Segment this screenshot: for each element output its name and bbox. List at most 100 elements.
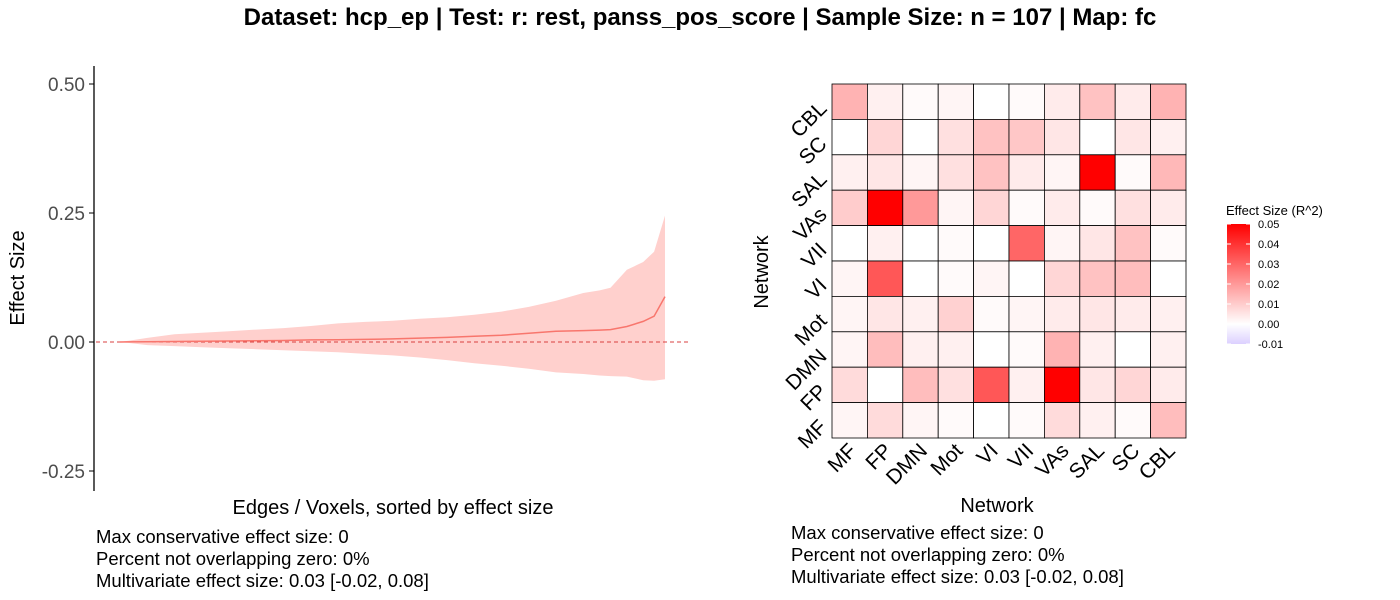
legend-tick-label: 0.05 [1258, 219, 1279, 231]
heatmap-cell [1008, 83, 1045, 120]
heatmap-cell [1150, 189, 1187, 226]
heatmap-cell [831, 402, 868, 439]
effect-size-plot: 0.50 0.25 0.00 -0.25 Edges / Voxels, sorted… [7, 66, 690, 519]
heatmap-cell [867, 189, 904, 226]
heatmap-cell [937, 83, 975, 120]
heatmap-cell [831, 119, 868, 156]
legend-tick-label: 0.03 [1258, 259, 1279, 271]
heatmap-cell [1079, 260, 1116, 297]
heatmap-cell [1044, 83, 1081, 120]
heatmap-cell [1079, 295, 1116, 333]
heatmap-cell [937, 295, 975, 333]
heatmap-cell [867, 154, 904, 191]
left-note-percent-overlap: Percent not overlapping zero: 0% [96, 548, 370, 569]
heatmap-cell [1044, 402, 1081, 439]
legend-tick-label: 0.00 [1258, 319, 1279, 331]
heatmap-cell [867, 119, 904, 156]
heatmap-cell [831, 189, 868, 226]
heatmap-col-label: SAL [1065, 439, 1109, 483]
legend-tick-label: 0.01 [1258, 299, 1279, 311]
heatmap-cell [937, 119, 975, 156]
heatmap-col-label: CBL [1135, 439, 1180, 484]
y-tick-label: 0.00 [48, 333, 85, 354]
heatmap-cell [1044, 295, 1081, 333]
heatmap-cell [1008, 295, 1045, 333]
heatmap-cell [1079, 331, 1116, 368]
heatmap-cell [973, 189, 1010, 226]
heatmap-cell [902, 295, 939, 333]
heatmap-cell [1079, 366, 1116, 404]
heatmap-cell [1114, 260, 1151, 297]
heatmap-cell [937, 189, 975, 226]
heatmap-cell [831, 366, 868, 404]
right-note-multivariate: Multivariate effect size: 0.03 [-0.02, 0… [791, 566, 1124, 587]
heatmap-cell [1008, 260, 1045, 297]
confidence-band [120, 215, 665, 381]
legend-tick-label: 0.02 [1258, 279, 1279, 291]
heatmap-cell [1044, 154, 1081, 191]
heatmap-cell [973, 225, 1010, 262]
heatmap-cell [1008, 154, 1045, 191]
heatmap-col-label: DMN [882, 439, 932, 489]
heatmap-cell [831, 83, 868, 120]
heatmap-cell [1150, 225, 1187, 262]
heatmap-cell [1044, 119, 1081, 156]
heatmap-cell [1114, 331, 1151, 368]
heatmap-cell [1044, 331, 1081, 368]
right-note-percent-overlap: Percent not overlapping zero: 0% [791, 544, 1065, 565]
heatmap-cell [973, 119, 1010, 156]
heatmap-cell [1008, 119, 1045, 156]
heatmap-cell [937, 154, 975, 191]
heatmap-cell [973, 331, 1010, 368]
heatmap-cell [1008, 225, 1045, 262]
heatmap-cell [1150, 119, 1187, 156]
heatmap-cell [973, 366, 1010, 404]
right-summary-notes: Max conservative effect size: 0 Percent … [791, 522, 1124, 588]
heatmap-cell [1150, 295, 1187, 333]
heatmap-row-label: MF [794, 416, 832, 454]
heatmap-col-label: Mot [926, 439, 967, 480]
y-axis-label: Effect Size [7, 230, 29, 325]
heatmap-cell [1079, 189, 1116, 226]
heatmap-cell [1150, 83, 1187, 120]
heatmap-cell [937, 331, 975, 368]
heatmap-cell [1044, 260, 1081, 297]
heatmap-cell [1044, 366, 1081, 404]
heatmap-cell [831, 260, 868, 297]
heatmap-cell [902, 225, 939, 262]
heatmap-row-label: VI [801, 274, 831, 304]
y-tick-label: 0.25 [48, 204, 85, 225]
heatmap-cell [1150, 260, 1187, 297]
heatmap-cell [1114, 119, 1151, 156]
heatmap-cell [1114, 225, 1151, 262]
heatmap-cell [1150, 402, 1187, 439]
color-legend: Effect Size (R^2) 0.05 0.04 0.03 0.02 0.01 0.… [1226, 203, 1323, 351]
heatmap-cell [902, 189, 939, 226]
heatmap-cell [1079, 119, 1116, 156]
heatmap-row-label: VAs [789, 203, 831, 245]
legend-colorbar [1227, 224, 1250, 344]
left-note-max-effect: Max conservative effect size: 0 [96, 526, 349, 547]
heatmap-cell [1008, 402, 1045, 439]
heatmap-cell [1044, 189, 1081, 226]
heatmap-col-label: VI [973, 439, 1003, 469]
left-note-multivariate: Multivariate effect size: 0.03 [-0.02, 0… [96, 570, 429, 591]
heatmap-cell [867, 402, 904, 439]
heatmap-cell [1008, 331, 1045, 368]
heatmap-cell [1150, 366, 1187, 404]
right-note-max-effect: Max conservative effect size: 0 [791, 522, 1044, 543]
heatmap-cell [973, 402, 1010, 439]
heatmap-cell [1150, 331, 1187, 368]
heatmap-cell [1079, 83, 1116, 120]
heatmap-cell [1079, 225, 1116, 262]
heatmap-cell [1114, 295, 1151, 333]
heatmap-cell [1114, 83, 1151, 120]
main-title: Dataset: hcp_ep | Test: r: rest, panss_p… [243, 4, 1157, 31]
heatmap-cell [1079, 154, 1116, 191]
heatmap-cell [1114, 154, 1151, 191]
x-axis-label: Edges / Voxels, sorted by effect size [233, 497, 554, 519]
heatmap-cell [902, 154, 939, 191]
heatmap-cell [973, 295, 1010, 333]
heatmap-cell [973, 154, 1010, 191]
